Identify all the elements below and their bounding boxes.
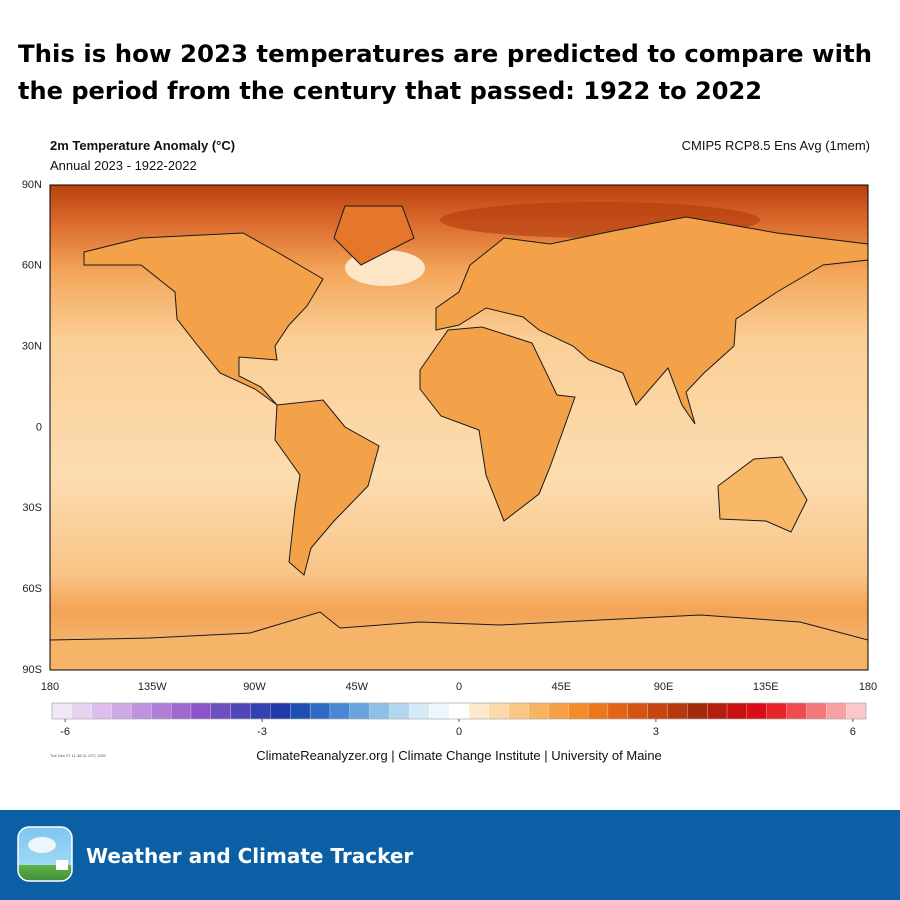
- africa: [419, 326, 576, 522]
- lat-label: 30N: [22, 341, 42, 353]
- colorbar-cell: [111, 702, 132, 720]
- colorbar-cell: [309, 702, 331, 720]
- icon-cloud: [28, 837, 56, 853]
- lat-label: 60N: [22, 260, 42, 272]
- colorbar-cell: [786, 702, 807, 720]
- lat-label: 60S: [22, 583, 42, 595]
- colorbar-cell: [210, 702, 232, 720]
- map-plot: [49, 184, 869, 671]
- lon-label: 45E: [551, 681, 571, 693]
- lon-label: 180: [41, 681, 59, 693]
- colorbar-cell: [409, 702, 430, 720]
- colorbar-cell: [647, 702, 668, 720]
- colorbar-cell: [151, 702, 172, 720]
- colorbar-cell: [806, 702, 827, 720]
- colorbar-cell: [845, 702, 867, 720]
- colorbar: -6 -3 0 3 6: [51, 702, 867, 738]
- map-subtitle: Annual 2023 - 1922-2022: [50, 158, 197, 173]
- colorbar-tick-label: -6: [60, 726, 70, 738]
- north-america: [83, 232, 324, 406]
- map-title: 2m Temperature Anomaly (°C): [50, 138, 235, 153]
- graticule-labels: 90N 60N 30N 0 30S 60S 90S 180 135W 90W 45W 0 45E 90E 1…: [22, 179, 877, 693]
- colorbar-tick-label: 3: [653, 726, 659, 738]
- headline: the period from the century that passed:…: [18, 77, 762, 105]
- colorbar-cell: [488, 702, 510, 720]
- colorbar-cell: [170, 702, 192, 720]
- footer-banner: Weather and Climate Tracker: [0, 810, 900, 900]
- colorbar-cell: [548, 702, 569, 720]
- colorbar-cell: [667, 702, 688, 720]
- colorbar-cell: [826, 702, 847, 720]
- lat-label: 0: [36, 421, 42, 433]
- colorbar-cell: [290, 702, 311, 720]
- timestamp: Tue Dec 27 11:38:31 UTC 2022: [50, 753, 107, 758]
- colorbar-cell: [687, 702, 708, 720]
- colorbar-cell: [250, 702, 271, 720]
- colorbar-cell: [131, 702, 152, 720]
- colorbar-cell: [746, 702, 768, 720]
- colorbar-cell: [230, 702, 251, 720]
- lat-label: 30S: [22, 502, 42, 514]
- model-label: CMIP5 RCP8.5 Ens Avg (1mem): [682, 138, 870, 153]
- colorbar-cell: [91, 702, 113, 720]
- icon-house: [56, 860, 68, 870]
- lon-label: 90W: [243, 681, 266, 693]
- colorbar-cell: [51, 702, 73, 720]
- lon-label: 135E: [753, 681, 779, 693]
- colorbar-cell: [627, 702, 649, 720]
- colorbar-cell: [389, 702, 410, 720]
- colorbar-cell: [508, 702, 529, 720]
- colorbar-cell: [726, 702, 748, 720]
- greenland: [333, 205, 415, 266]
- land: [49, 205, 869, 671]
- lon-label: 180: [859, 681, 877, 693]
- colorbar-cell: [448, 702, 470, 720]
- lon-label: 0: [456, 681, 462, 693]
- lon-label: 45W: [345, 681, 368, 693]
- map-frame: [49, 184, 869, 671]
- credit: ClimateReanalyzer.org | Climate Change I…: [256, 748, 662, 763]
- colorbar-cell: [190, 702, 212, 720]
- colorbar-cell: [329, 702, 351, 720]
- colorbar-tick-label: 0: [456, 726, 462, 738]
- headline: This is how 2023 temperatures are predic…: [18, 40, 872, 68]
- eurasia: [435, 216, 869, 425]
- brand: Weather and Climate Tracker: [86, 844, 413, 868]
- colorbar-cell: [369, 702, 390, 720]
- australia: [717, 456, 808, 533]
- banner: [0, 810, 900, 900]
- south-america: [274, 399, 380, 576]
- colorbar-cell: [587, 702, 609, 720]
- lon-label: 90E: [654, 681, 674, 693]
- colorbar-cell: [71, 702, 93, 720]
- colorbar-cell: [766, 702, 788, 720]
- colorbar-tick-label: -3: [257, 726, 267, 738]
- colorbar-cell: [607, 702, 629, 720]
- colorbar-tick-label: 6: [850, 726, 856, 738]
- colorbar-cell: [349, 702, 371, 720]
- colorbar-cell: [468, 702, 490, 720]
- colorbar-cell: [568, 702, 589, 720]
- lon-label: 135W: [138, 681, 167, 693]
- colorbar-cell: [270, 702, 291, 720]
- colorbar-cell: [429, 702, 450, 720]
- colorbar-cell: [528, 702, 549, 720]
- lat-label: 90N: [22, 179, 42, 191]
- lat-label: 90S: [22, 664, 42, 676]
- app-icon: [17, 826, 73, 882]
- colorbar-cell: [707, 702, 728, 720]
